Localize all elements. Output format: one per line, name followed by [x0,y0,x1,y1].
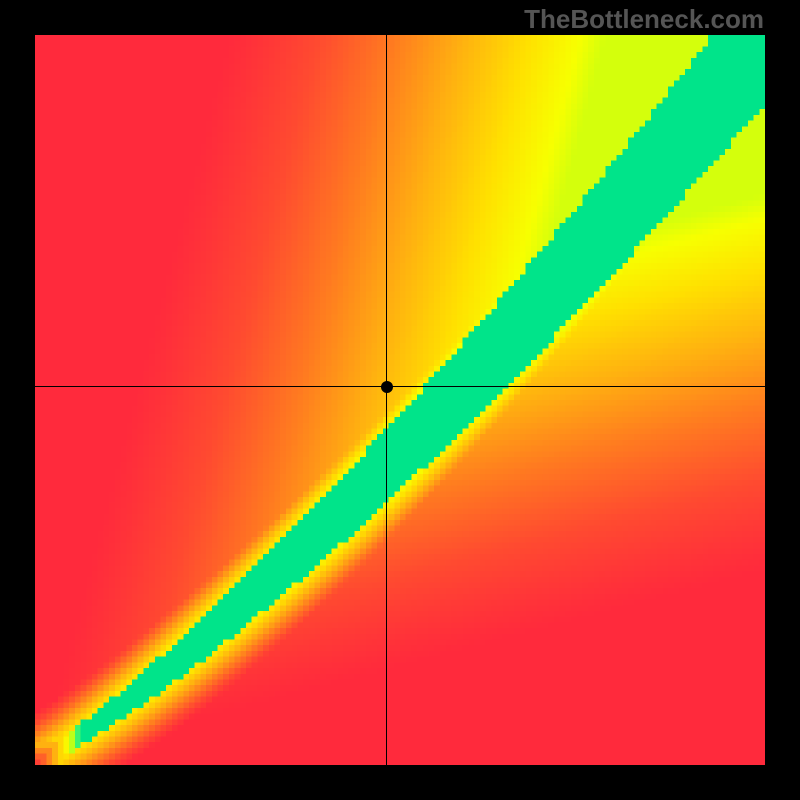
selected-point-marker [381,381,393,393]
crosshair-vertical [386,35,387,765]
bottleneck-heatmap [35,35,765,765]
watermark-text: TheBottleneck.com [524,4,764,35]
crosshair-horizontal [35,386,765,387]
